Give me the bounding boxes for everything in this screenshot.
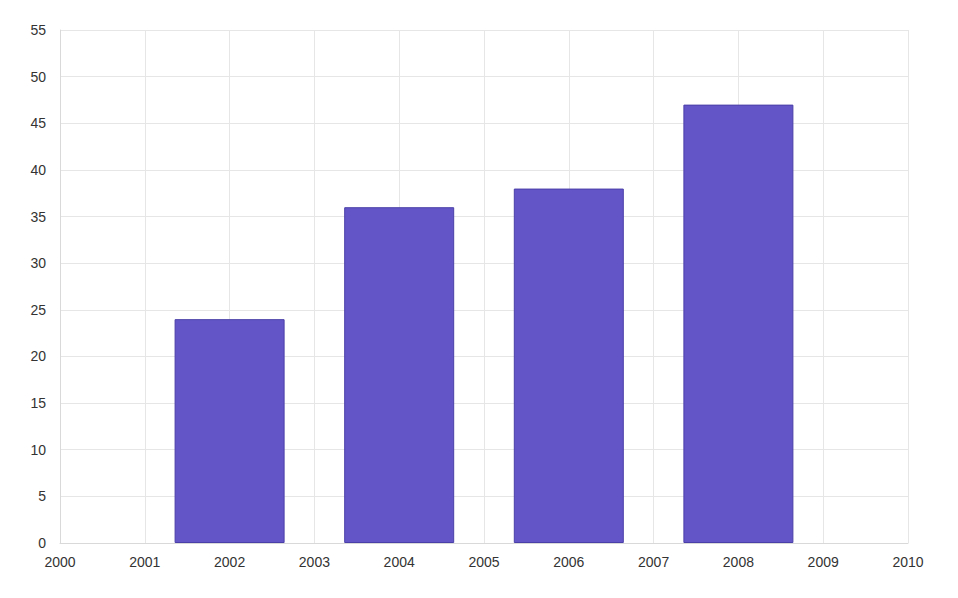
svg-text:0: 0 — [38, 535, 46, 551]
svg-text:2006: 2006 — [553, 554, 584, 570]
svg-text:35: 35 — [30, 209, 46, 225]
svg-text:2003: 2003 — [299, 554, 330, 570]
svg-text:30: 30 — [30, 255, 46, 271]
svg-text:2002: 2002 — [214, 554, 245, 570]
svg-text:25: 25 — [30, 302, 46, 318]
svg-text:2008: 2008 — [723, 554, 754, 570]
svg-text:15: 15 — [30, 395, 46, 411]
svg-text:40: 40 — [30, 162, 46, 178]
svg-text:2009: 2009 — [808, 554, 839, 570]
svg-text:5: 5 — [38, 488, 46, 504]
svg-text:45: 45 — [30, 115, 46, 131]
svg-text:2005: 2005 — [468, 554, 499, 570]
svg-text:2004: 2004 — [384, 554, 415, 570]
svg-text:2007: 2007 — [638, 554, 669, 570]
svg-text:2001: 2001 — [129, 554, 160, 570]
svg-text:20: 20 — [30, 348, 46, 364]
svg-text:55: 55 — [30, 22, 46, 38]
svg-text:10: 10 — [30, 442, 46, 458]
svg-text:2000: 2000 — [44, 554, 75, 570]
svg-text:50: 50 — [30, 69, 46, 85]
svg-text:2010: 2010 — [892, 554, 923, 570]
